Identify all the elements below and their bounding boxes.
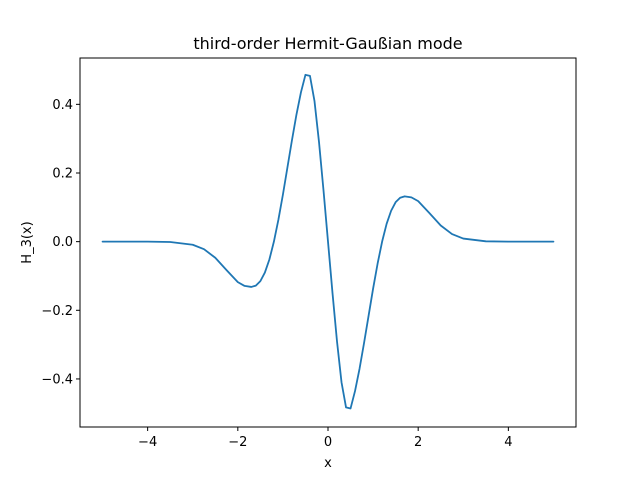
x-tick-label: 2 <box>414 435 422 450</box>
y-tick-label: 0.2 <box>52 166 73 181</box>
x-tick-label: −4 <box>138 435 157 450</box>
y-axis: −0.4 −0.2 0.0 0.2 0.4 <box>41 98 80 387</box>
x-tick-label: 0 <box>324 435 332 450</box>
series-line <box>101 73 555 410</box>
y-tick-label: 0.4 <box>52 98 73 113</box>
chart-title: third-order Hermit-Gaußian mode <box>193 34 462 53</box>
y-tick-label: 0.0 <box>52 235 73 250</box>
y-tick-label: −0.2 <box>41 304 73 319</box>
x-axis: −4 −2 0 2 4 <box>138 427 513 450</box>
y-axis-label: H_3(x) <box>20 221 35 263</box>
plot-area <box>101 73 555 410</box>
x-tick-label: −2 <box>228 435 247 450</box>
y-tick-label: −0.4 <box>41 372 73 387</box>
x-tick-label: 4 <box>504 435 512 450</box>
x-axis-label: x <box>324 456 332 471</box>
